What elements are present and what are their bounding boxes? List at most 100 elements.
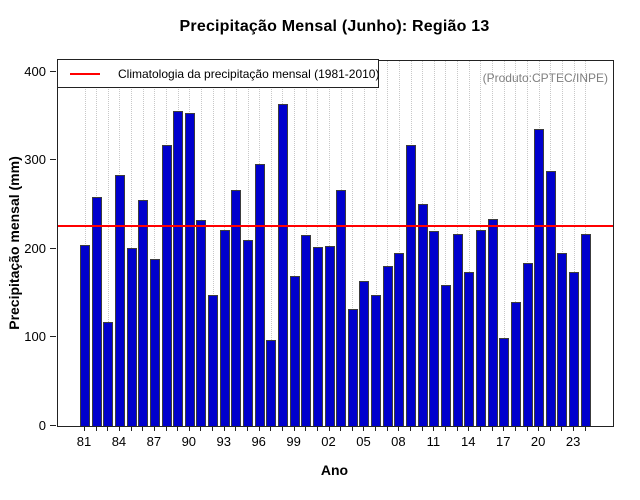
bar-1994 (231, 190, 242, 426)
bar-1998 (277, 104, 288, 426)
bar-2003 (336, 190, 347, 426)
legend: Climatologia da precipitação mensal (198… (57, 59, 379, 88)
x-tick-2011 (433, 426, 435, 431)
bar-2012 (440, 285, 451, 426)
x-tick-label-1993: 93 (216, 434, 231, 449)
year-gridline (503, 61, 505, 426)
x-tick-label-2020: 20 (530, 434, 546, 449)
bar-1983 (103, 322, 114, 426)
bar-2024 (580, 234, 591, 426)
x-tick-label-2023: 23 (565, 434, 581, 449)
bar-2002 (324, 246, 335, 426)
x-tick-1989 (177, 426, 179, 431)
product-watermark: (Produto:CPTEC/INPE) (482, 71, 608, 85)
bar-2021 (545, 171, 556, 426)
y-tick-0 (50, 425, 56, 426)
bar-1989 (173, 111, 184, 426)
bar-1997 (266, 340, 277, 426)
year-gridline (375, 61, 377, 426)
x-tick-2016 (491, 426, 493, 431)
x-tick-label-2011: 11 (426, 434, 441, 449)
bar-2009 (406, 145, 417, 426)
bar-1999 (289, 276, 300, 426)
bar-2022 (557, 253, 568, 426)
x-tick-1983 (107, 426, 109, 431)
bar-1982 (91, 197, 102, 426)
bar-1987 (149, 259, 160, 426)
x-tick-1996 (258, 426, 260, 431)
bar-2019 (522, 263, 533, 426)
x-tick-2017 (503, 426, 505, 431)
chart-title: Precipitação Mensal (Junho): Região 13 (179, 18, 490, 35)
year-gridline (515, 61, 517, 426)
bar-2007 (382, 266, 393, 426)
bar-2018 (510, 302, 521, 426)
y-tick-label-100: 100 (24, 329, 46, 345)
bar-1988 (161, 145, 172, 426)
x-tick-label-1999: 99 (286, 434, 301, 449)
x-tick-label-1987: 87 (146, 434, 162, 449)
x-tick-1988 (165, 426, 167, 431)
x-tick-2015 (479, 426, 481, 431)
bar-2006 (371, 295, 382, 426)
bar-1996 (254, 164, 265, 426)
x-tick-2000 (305, 426, 307, 431)
year-gridline (561, 61, 563, 426)
x-tick-1995 (247, 426, 249, 431)
x-tick-1990 (188, 426, 190, 431)
year-gridline (468, 61, 470, 426)
x-tick-2021 (549, 426, 551, 431)
x-tick-2002 (328, 426, 330, 431)
bar-2023 (569, 272, 580, 426)
year-gridline (131, 61, 133, 426)
plot-area: (Produto:CPTEC/INPE) Climatologia da pre… (57, 59, 614, 427)
bar-2004 (347, 309, 358, 426)
bar-2008 (394, 253, 405, 426)
bar-2013 (452, 234, 463, 426)
y-axis-title: Precipitação mensal (mm) (6, 156, 22, 330)
x-tick-2023 (573, 426, 575, 431)
bar-1984 (114, 175, 125, 426)
x-tick-label-1996: 96 (251, 434, 266, 449)
bar-1985 (126, 248, 137, 426)
x-tick-2009 (410, 426, 412, 431)
bar-1993 (219, 230, 230, 426)
x-tick-label-2005: 05 (356, 434, 371, 449)
y-tick-label-200: 200 (24, 240, 46, 256)
x-tick-label-1990: 90 (181, 434, 197, 449)
bar-2017 (499, 338, 510, 426)
year-gridline (270, 61, 272, 426)
year-gridline (445, 61, 447, 426)
bar-1981 (80, 245, 90, 426)
x-tick-2024 (584, 426, 586, 431)
x-tick-label-2002: 02 (321, 434, 336, 449)
x-tick-2020 (538, 426, 540, 431)
x-tick-1998 (281, 426, 283, 431)
x-tick-2005 (363, 426, 365, 431)
climatology-line (58, 225, 613, 227)
year-gridline (387, 61, 389, 426)
year-gridline (294, 61, 296, 426)
x-tick-2013 (456, 426, 458, 431)
y-tick-label-300: 300 (24, 152, 46, 168)
bar-2005 (359, 281, 370, 426)
year-gridline (154, 61, 156, 426)
x-tick-1999 (293, 426, 295, 431)
year-gridline (363, 61, 365, 426)
x-tick-2003 (340, 426, 342, 431)
bar-2016 (487, 219, 498, 426)
bar-1986 (138, 200, 149, 426)
x-tick-1981 (84, 426, 85, 431)
y-tick-label-0: 0 (38, 418, 46, 433)
x-tick-label-2014: 14 (461, 434, 476, 449)
x-tick-1993 (223, 426, 225, 431)
y-tick-300 (50, 159, 56, 161)
x-tick-2001 (316, 426, 318, 431)
y-tick-200 (50, 247, 56, 249)
x-tick-2022 (561, 426, 563, 431)
x-tick-2012 (444, 426, 446, 431)
y-tick-100 (50, 336, 56, 338)
x-tick-2008 (398, 426, 400, 431)
bar-2015 (475, 230, 486, 426)
